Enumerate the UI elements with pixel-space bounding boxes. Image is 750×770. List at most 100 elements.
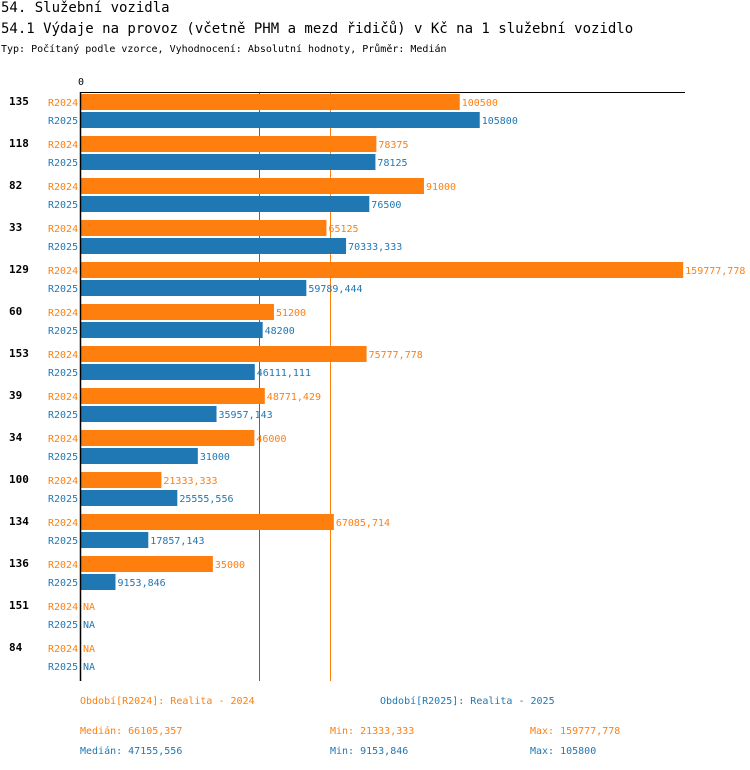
- series-label-r2024: R2024: [48, 140, 78, 151]
- category-label: 134: [9, 515, 29, 528]
- bar-r2025: [81, 112, 480, 128]
- value-label-r2025: NA: [83, 662, 95, 673]
- value-label-r2025: 105800: [482, 116, 518, 127]
- category-label: 100: [9, 473, 29, 486]
- series-label-r2025: R2025: [48, 368, 78, 379]
- series-label-r2024: R2024: [48, 602, 78, 613]
- value-label-r2025: 59789,444: [308, 284, 362, 295]
- series-label-r2024: R2024: [48, 350, 78, 361]
- category-label: 129: [9, 263, 29, 276]
- series-label-r2025: R2025: [48, 200, 78, 211]
- legend-period-r2025: Období[R2025]: Realita - 2025: [380, 696, 555, 707]
- value-label-r2025: 70333,333: [348, 242, 402, 253]
- series-label-r2025: R2025: [48, 452, 78, 463]
- bar-r2024: [81, 430, 255, 446]
- bar-r2025: [81, 406, 217, 422]
- value-label-r2025: 76500: [371, 200, 401, 211]
- bar-r2025: [81, 238, 347, 254]
- series-label-r2024: R2024: [48, 644, 78, 655]
- value-label-r2025: 48200: [265, 326, 295, 337]
- bar-r2024: [81, 94, 460, 110]
- bar-r2024: [81, 556, 213, 572]
- bar-r2024: [81, 220, 327, 236]
- bar-r2025: [81, 196, 370, 212]
- category-label: 135: [9, 95, 29, 108]
- series-label-r2024: R2024: [48, 266, 78, 277]
- category-label: 34: [9, 431, 23, 444]
- series-label-r2025: R2025: [48, 494, 78, 505]
- series-label-r2024: R2024: [48, 182, 78, 193]
- category-label: 136: [9, 557, 29, 570]
- value-label-r2025: 78125: [377, 158, 407, 169]
- series-label-r2024: R2024: [48, 98, 78, 109]
- value-label-r2024: 35000: [215, 560, 245, 571]
- chart-type-line: Typ: Počítaný podle vzorce, Vyhodnocení:…: [1, 44, 447, 55]
- category-label: 151: [9, 599, 29, 612]
- category-label: 84: [9, 641, 23, 654]
- bar-r2024: [81, 472, 162, 488]
- value-label-r2024: 159777,778: [685, 266, 745, 277]
- series-label-r2025: R2025: [48, 578, 78, 589]
- bar-r2025: [81, 364, 255, 380]
- bar-r2024: [81, 388, 265, 404]
- series-label-r2025: R2025: [48, 620, 78, 631]
- series-label-r2024: R2024: [48, 392, 78, 403]
- legend-period-r2024: Období[R2024]: Realita - 2024: [80, 696, 255, 707]
- stat-max-r2025: Max: 105800: [530, 746, 597, 757]
- bar-r2024: [81, 514, 334, 530]
- series-label-r2024: R2024: [48, 434, 78, 445]
- value-label-r2024: 46000: [256, 434, 286, 445]
- stat-min-r2024: Min: 21333,333: [330, 726, 415, 737]
- value-label-r2025: 25555,556: [179, 494, 233, 505]
- category-label: 118: [9, 137, 29, 150]
- bar-r2025: [81, 322, 263, 338]
- value-label-r2025: 9153,846: [117, 578, 165, 589]
- bar-r2025: [81, 532, 149, 548]
- value-label-r2024: 67085,714: [336, 518, 390, 529]
- series-label-r2024: R2024: [48, 518, 78, 529]
- stat-min-r2025: Min: 9153,846: [330, 746, 409, 757]
- series-label-r2024: R2024: [48, 560, 78, 571]
- value-label-r2025: NA: [83, 620, 95, 631]
- value-label-r2024: 21333,333: [163, 476, 217, 487]
- stat-max-r2024: Max: 159777,778: [530, 726, 621, 737]
- value-label-r2024: 75777,778: [369, 350, 423, 361]
- bar-r2025: [81, 448, 198, 464]
- stat-median-r2024: Medián: 66105,357: [80, 726, 183, 737]
- bar-r2024: [81, 346, 367, 362]
- category-label: 60: [9, 305, 22, 318]
- value-label-r2024: 48771,429: [267, 392, 321, 403]
- bar-r2024: [81, 304, 274, 320]
- chart-section-title: 54. Služební vozidla: [1, 0, 170, 16]
- bar-chart: 0 135 R2024 100500 R2025 105800 118 R2024 78375 R…: [9, 77, 745, 681]
- value-label-r2024: 78375: [378, 140, 408, 151]
- chart-title: 54.1 Výdaje na provoz (včetně PHM a mezd…: [1, 21, 634, 37]
- bar-r2025: [81, 280, 307, 296]
- series-label-r2025: R2025: [48, 116, 78, 127]
- category-label: 153: [9, 347, 29, 360]
- bar-r2025: [81, 574, 116, 590]
- category-label: 82: [9, 179, 22, 192]
- series-label-r2025: R2025: [48, 284, 78, 295]
- value-label-r2024: NA: [83, 602, 95, 613]
- series-label-r2025: R2025: [48, 242, 78, 253]
- series-label-r2025: R2025: [48, 326, 78, 337]
- bar-r2025: [81, 490, 178, 506]
- bar-r2024: [81, 136, 377, 152]
- value-label-r2024: 65125: [328, 224, 358, 235]
- stat-median-r2025: Medián: 47155,556: [80, 746, 183, 757]
- series-label-r2025: R2025: [48, 410, 78, 421]
- bar-r2025: [81, 154, 376, 170]
- category-label: 39: [9, 389, 22, 402]
- series-label-r2024: R2024: [48, 308, 78, 319]
- value-label-r2025: 46111,111: [257, 368, 311, 379]
- value-label-r2024: 100500: [462, 98, 498, 109]
- series-label-r2025: R2025: [48, 662, 78, 673]
- value-label-r2024: 51200: [276, 308, 306, 319]
- bar-r2024: [81, 178, 424, 194]
- series-label-r2024: R2024: [48, 224, 78, 235]
- series-label-r2025: R2025: [48, 158, 78, 169]
- axis-zero-label: 0: [78, 77, 84, 88]
- value-label-r2024: 91000: [426, 182, 456, 193]
- series-label-r2025: R2025: [48, 536, 78, 547]
